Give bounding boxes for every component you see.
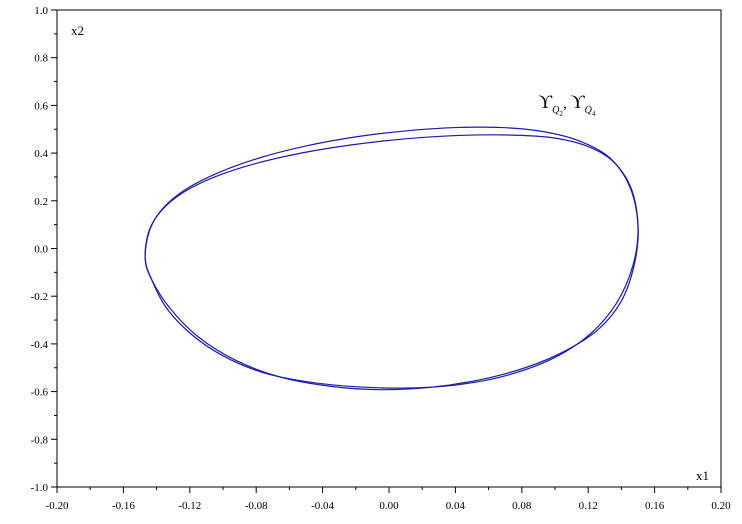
y-tick-label: -1.0 [31,482,49,494]
y-tick-labels: -1.0 -0.8 -0.6 -0.4 -0.2 0.0 0.2 0.4 0.6 0.8 1.0 [31,5,49,494]
annotation-subscript-1: Q [552,105,560,116]
x-tick-label: -0.04 [311,500,334,512]
y-tick-label: 1.0 [34,5,48,17]
x-tick-label: 0.00 [379,500,399,512]
plot-area [144,126,639,391]
x-tick-label: -0.08 [245,500,268,512]
annotation-symbol-1: ϒ [538,92,552,113]
x-axis-label: x1 [696,468,709,483]
curve-annotation: ϒQ2, ϒQ4 [538,92,595,118]
y-tick-label: -0.6 [31,387,49,399]
x-tick-label: 0.04 [446,500,466,512]
x-tick-label: 0.20 [711,500,731,512]
annotation-subscript-2: Q [585,105,593,116]
series-curve-2 [144,134,639,389]
y-tick-label: 0.4 [34,148,48,160]
y-tick-label: -0.4 [31,339,49,351]
y-tick-label: -0.2 [31,291,48,303]
x-tick-label: 0.16 [645,500,665,512]
x-tick-label: -0.20 [46,500,69,512]
x-tick-label: -0.12 [178,500,201,512]
x-tick-labels: -0.20 -0.16 -0.12 -0.08 -0.04 0.00 0.04 0.08 0.1… [46,500,732,512]
y-tick-label: -0.8 [31,434,49,446]
x-tick-label: -0.16 [112,500,135,512]
y-tick-label: 0.8 [34,53,48,65]
tick-marks [51,9,722,493]
y-tick-label: 0.0 [34,244,48,256]
x-tick-label: 0.08 [512,500,532,512]
annotation-symbol-2: ϒ [571,92,585,113]
y-tick-label: 0.6 [34,100,48,112]
annotation-separator: , [563,95,571,112]
x-tick-label: 0.12 [579,500,598,512]
y-axis-label: x2 [71,23,84,38]
annotation-subscript-index-2: 4 [592,110,596,118]
y-tick-label: 0.2 [34,196,48,208]
annotation-subscript-index-1: 2 [559,110,563,118]
